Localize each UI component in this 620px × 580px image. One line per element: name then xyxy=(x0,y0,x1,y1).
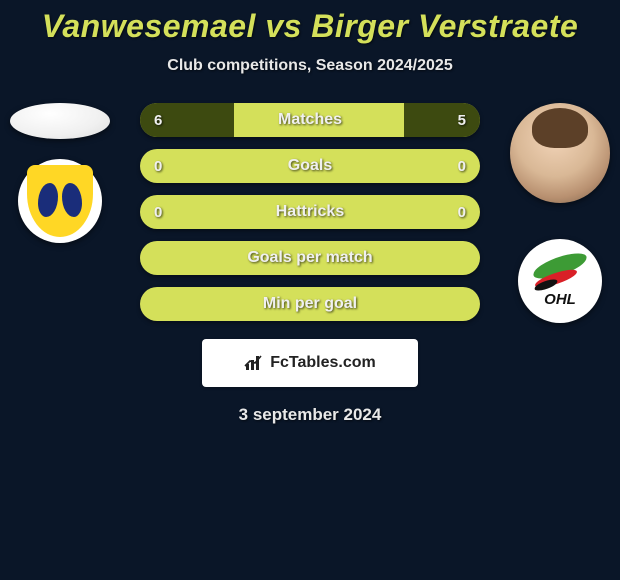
date-label: 3 september 2024 xyxy=(0,405,620,425)
club-left-eagle-icon xyxy=(38,181,82,221)
middle-section: OHL 6 Matches 5 0 Goals 0 0 Hattricks 0 Goals per… xyxy=(0,103,620,425)
stat-bar-row: 0 Goals 0 xyxy=(140,149,480,183)
bar-label: Goals xyxy=(288,157,332,175)
bar-label: Min per goal xyxy=(263,295,357,313)
watermark-chart-icon xyxy=(244,354,264,372)
comparison-card: Vanwesemael vs Birger Verstraete Club co… xyxy=(0,0,620,580)
bar-value-left: 6 xyxy=(154,112,162,129)
stat-bar-row: 6 Matches 5 xyxy=(140,103,480,137)
subtitle: Club competitions, Season 2024/2025 xyxy=(0,57,620,75)
bar-value-right: 5 xyxy=(458,112,466,129)
club-left-shield-icon xyxy=(27,165,93,237)
bar-value-left: 0 xyxy=(154,204,162,221)
watermark: FcTables.com xyxy=(202,339,418,387)
player-left-avatar xyxy=(10,103,110,139)
bar-label: Matches xyxy=(278,111,342,129)
bar-value-right: 0 xyxy=(458,204,466,221)
bar-value-right: 0 xyxy=(458,158,466,175)
player-right-avatar xyxy=(510,103,610,203)
stat-bar-row: Min per goal xyxy=(140,287,480,321)
stat-bar-row: 0 Hattricks 0 xyxy=(140,195,480,229)
stat-bars: 6 Matches 5 0 Goals 0 0 Hattricks 0 Goals per mat… xyxy=(140,103,480,321)
bar-label: Hattricks xyxy=(276,203,344,221)
bar-value-left: 0 xyxy=(154,158,162,175)
page-title: Vanwesemael vs Birger Verstraete xyxy=(0,8,620,45)
club-left-badge xyxy=(18,159,102,243)
watermark-text: FcTables.com xyxy=(270,354,376,372)
stat-bar-row: Goals per match xyxy=(140,241,480,275)
club-right-swoosh-icon xyxy=(530,255,590,289)
bar-label: Goals per match xyxy=(247,249,372,267)
bar-fill-right xyxy=(404,103,481,137)
club-right-text: OHL xyxy=(544,291,576,308)
club-right-badge: OHL xyxy=(518,239,602,323)
